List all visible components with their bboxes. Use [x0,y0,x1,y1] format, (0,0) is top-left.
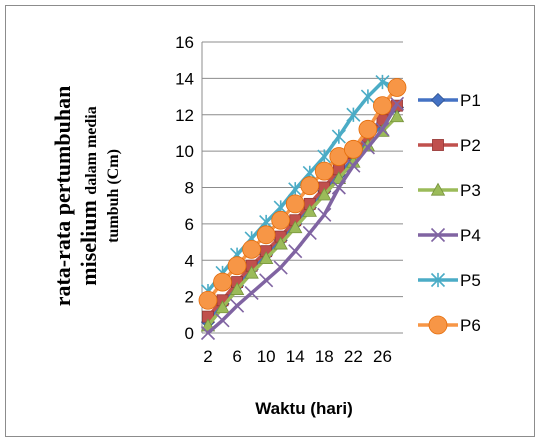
chart-frame: 0 2 4 6 8 10 12 14 16 2 6 10 14 18 22 26 Waktu (hari) … [5,5,535,437]
legend-marker [428,315,448,335]
x-tick-label: 2 [203,347,212,366]
legend-marker [430,182,446,196]
data-point [373,96,392,116]
legend-label: P2 [460,136,481,155]
series-p6 [198,78,407,310]
data-point [273,236,288,250]
legend-marker [430,272,446,288]
data-point [389,109,405,123]
data-point [230,298,245,313]
x-tick-label: 18 [315,347,334,366]
data-point [229,282,245,295]
data-point [244,265,259,279]
data-point [317,187,332,201]
data-point [346,107,361,122]
legend-marker [430,92,446,108]
data-point [387,78,407,97]
x-tick-labels: 2 6 10 14 18 22 26 [203,347,392,366]
legend-label: P4 [460,226,481,245]
data-point [244,285,259,301]
data-point [271,210,291,230]
legend: P1 P2 P3 P4 P5 P6 [418,91,481,335]
data-point [227,256,247,276]
data-point [302,203,317,217]
data-point [200,325,216,341]
y-axis-label-line2-small: dalam media [83,106,100,194]
data-point [360,89,375,104]
y-axis-label-line2: miselium dalam media [76,106,101,286]
legend-label: P1 [460,91,481,110]
y-tick-label: 0 [185,324,194,343]
y-axis-label-line2-main: miselium [76,195,101,286]
x-tick-label: 26 [373,347,392,366]
data-point [285,194,305,214]
y-tick-label: 10 [175,142,194,161]
data-point [213,272,232,292]
x-tick-label: 22 [344,347,363,366]
y-tick-label: 2 [185,288,194,307]
data-point [300,176,320,196]
y-tick-label: 8 [185,179,194,198]
y-tick-label: 6 [185,215,194,234]
legend-entry: P3 [418,181,481,200]
legend-entry: P1 [418,91,481,110]
legend-label: P6 [460,316,481,335]
data-point [215,300,230,314]
data-point [302,225,317,241]
x-tick-label: 14 [286,347,305,366]
data-point [288,220,303,234]
data-point [375,74,390,90]
data-point [375,122,390,137]
legend-entry: P4 [418,226,481,245]
y-axis-label: rata-rata pertumbuhan miselium dalam med… [50,86,122,307]
series-group [198,74,407,341]
data-point [215,313,230,328]
legend-label: P3 [460,181,481,200]
series-p4 [200,96,405,341]
legend-entry: P5 [418,271,481,290]
data-point [288,244,303,259]
data-point [256,225,276,245]
data-point [360,140,375,155]
data-point [198,290,218,310]
data-point [317,149,332,164]
x-axis-label: Waktu (hari) [255,399,353,418]
legend-label: P5 [460,271,481,290]
y-tick-label: 4 [185,251,194,270]
data-point [288,182,303,197]
x-tick-label: 10 [257,347,276,366]
data-point [259,273,274,288]
data-point [314,161,334,181]
y-tick-label: 12 [175,106,194,125]
legend-entry: P6 [418,315,481,335]
data-point [317,207,332,222]
y-axis-label-line3: tumbuh (Cm) [105,149,122,243]
legend-entry: P2 [418,136,481,155]
data-point [358,119,378,139]
x-tick-label: 6 [232,347,241,366]
data-point [258,251,274,265]
y-tick-labels: 0 2 4 6 8 10 12 14 16 [175,33,194,343]
y-tick-label: 14 [175,69,194,88]
data-point [242,239,262,259]
data-point [273,260,288,275]
y-axis-label-line1: rata-rata pertumbuhan [50,86,75,307]
legend-marker [432,139,444,151]
data-point [331,129,346,144]
data-point [331,180,346,195]
legend-marker [430,227,446,243]
y-tick-label: 16 [175,33,194,52]
data-point [343,139,363,159]
data-point [346,158,361,173]
data-point [389,96,405,111]
